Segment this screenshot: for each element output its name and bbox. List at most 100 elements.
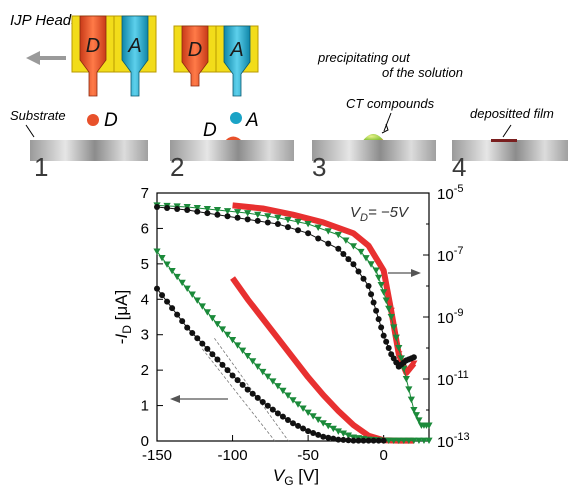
data-point [300, 425, 307, 432]
data-point [204, 210, 211, 217]
data-point [362, 255, 370, 262]
acceptor-head-letter: A [229, 39, 243, 61]
drop-d-label: D [104, 110, 118, 131]
data-point [234, 377, 241, 384]
data-point [305, 230, 312, 237]
data-point [213, 207, 222, 214]
extrapolation-line [202, 348, 276, 442]
data-point [239, 347, 247, 355]
data-point [385, 345, 392, 351]
data-point [244, 386, 251, 393]
data-point [173, 273, 181, 281]
data-point [244, 352, 252, 360]
data-point [310, 429, 317, 436]
extrapolation-line [214, 338, 289, 442]
data-point [164, 204, 171, 211]
ct-compounds-label: CT compounds [346, 96, 435, 111]
data-point [164, 298, 171, 305]
x-tick-label: -50 [297, 447, 319, 464]
data-point [229, 372, 236, 379]
data-point [402, 376, 410, 383]
data-point [340, 250, 347, 257]
donor-head-letter: D [188, 39, 202, 61]
data-point [209, 351, 216, 358]
data-point [339, 430, 347, 437]
data-point [370, 299, 377, 306]
donor-nozzle [181, 25, 209, 87]
data-point [158, 254, 166, 262]
y-tick-label-left: 5 [141, 256, 149, 273]
data-point [397, 355, 405, 362]
data-point [163, 261, 171, 268]
data-point [357, 248, 365, 256]
data-point [289, 397, 297, 404]
data-point [410, 360, 418, 367]
data-point [254, 217, 261, 224]
data-point [330, 435, 337, 442]
data-point [345, 256, 352, 263]
x-tick-label: -100 [218, 447, 248, 464]
step-number-3: 3 [312, 152, 326, 182]
y-tick-label-right: 10-13 [437, 431, 470, 451]
data-point [380, 332, 387, 339]
data-point [204, 345, 211, 352]
data-point [269, 406, 276, 413]
data-point [224, 213, 231, 220]
data-point [254, 363, 262, 370]
data-point [188, 291, 196, 298]
deposited-film-label: depositted film [470, 106, 554, 121]
data-point [350, 261, 357, 268]
x-tick-label: -150 [142, 447, 172, 464]
y-tick-label-left: 2 [141, 362, 149, 379]
data-point [410, 407, 418, 414]
ct-pointer [383, 112, 392, 132]
data-point [400, 437, 408, 445]
series-line [156, 204, 429, 426]
data-point [382, 297, 390, 304]
data-point [383, 338, 390, 345]
data-point [360, 437, 367, 444]
y-tick-label-left: 0 [141, 433, 149, 450]
data-point [365, 283, 372, 289]
data-point [214, 211, 221, 218]
data-point [199, 340, 206, 347]
data-point [395, 437, 403, 445]
donor-drop [87, 114, 99, 126]
data-point [304, 221, 312, 228]
data-point [234, 214, 241, 221]
acceptor-nozzle [121, 15, 149, 97]
data-point [412, 412, 421, 419]
data-point [244, 216, 251, 223]
donor-nozzle [79, 15, 107, 97]
data-point [324, 423, 332, 430]
data-point [174, 311, 181, 318]
ijp-heads-label: IJP Heads [10, 12, 79, 29]
data-point [194, 335, 201, 342]
step2-inkjet-heads: D A [173, 25, 259, 97]
data-point [335, 436, 342, 443]
data-point [329, 425, 337, 433]
data-point [279, 413, 286, 420]
vd-annotation: VD= −5V [350, 204, 410, 224]
data-point [405, 386, 413, 393]
x-axis-label: VG [V] [273, 466, 319, 486]
substrate-4 [452, 140, 568, 161]
data-point [249, 390, 256, 397]
film-pointer [502, 124, 512, 138]
substrate-1 [30, 140, 148, 161]
data-point [385, 437, 393, 445]
data-point [334, 231, 342, 239]
data-point [224, 367, 231, 374]
data-point [233, 209, 242, 216]
data-point [203, 206, 211, 213]
acceptor-drop [230, 112, 242, 124]
data-point [385, 305, 393, 313]
data-point [284, 392, 292, 399]
axis-ticks: -150 -100 -50 0 0 1 2 3 4 5 6 7 10-13 10-11 10-9 10-7 10… [141, 183, 470, 464]
data-point [279, 387, 287, 395]
step1-inkjet-heads: D A [71, 15, 157, 97]
data-point [249, 358, 257, 365]
data-point [223, 331, 232, 339]
data-point [392, 334, 400, 342]
